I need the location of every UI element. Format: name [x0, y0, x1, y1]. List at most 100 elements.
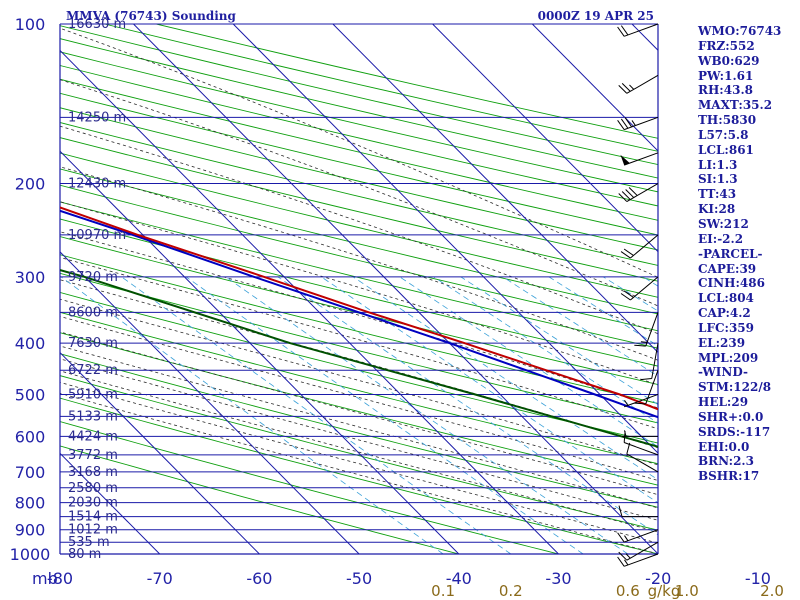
height-label: 7630 m: [68, 336, 118, 351]
isotherm: [432, 24, 658, 253]
temperature-tick-label: -60: [246, 569, 272, 588]
isotherm: [332, 24, 658, 354]
index-row: RH:43.8: [698, 83, 753, 98]
height-label: 1514 m: [68, 510, 118, 525]
mixing-ratio-line: [277, 276, 658, 536]
sounding-time: 0000Z 19 APR 25: [538, 9, 654, 23]
parcel-line: [60, 209, 658, 419]
wind-barb-staff: [624, 23, 659, 37]
profiles-layer: [60, 206, 658, 448]
index-row: EL:239: [698, 335, 746, 350]
isotherm: [60, 251, 360, 554]
temperature-tick-label: -40: [446, 569, 472, 588]
index-row: BRN:2.3: [698, 454, 754, 469]
mixing-ratio-label: 0.2: [499, 582, 523, 600]
index-row: EI:-2.2: [698, 231, 744, 246]
wind-barb-half: [629, 84, 635, 90]
index-row: SHR+:0.0: [698, 409, 764, 424]
wind-barb-half: [624, 399, 629, 406]
wind-barb-staff: [645, 370, 659, 405]
mixing-ratio-label: 0.6: [616, 582, 640, 600]
index-row: SRDS:-117: [698, 424, 771, 439]
frame-layer: [59, 23, 659, 555]
index-row: EHI:0.0: [698, 439, 750, 454]
index-row: TT:43: [698, 187, 737, 202]
index-row: MAXT:35.2: [698, 98, 773, 113]
index-row: STM:122/8: [698, 380, 772, 395]
index-row: SI:1.3: [698, 172, 738, 187]
station-title: MMVA (76743) Sounding: [66, 9, 237, 23]
wind-barb: [618, 541, 659, 561]
wind-barb: [618, 183, 659, 202]
index-row: MPL:209: [698, 350, 759, 365]
index-row: -WIND-: [698, 365, 748, 380]
wind-barb-full: [620, 293, 631, 301]
pressure-tick-label: 700: [15, 463, 46, 482]
wind-barb: [618, 505, 658, 518]
temperature-tick-label: -20: [645, 569, 671, 588]
mixing-ratio-label: g/kg: [648, 582, 681, 600]
wind-barb-staff: [626, 74, 659, 94]
pressure-tick-label: 200: [15, 175, 46, 194]
wind-barb-staff: [630, 276, 659, 301]
wind-barb-full: [618, 551, 628, 561]
pressure-tick-label: 100: [15, 15, 46, 34]
index-row: CAP:4.2: [698, 306, 751, 321]
wind-barb: [622, 430, 658, 437]
index-row: CAPE:39: [698, 261, 757, 276]
wind-barb: [640, 343, 659, 381]
wind-barb-half: [640, 341, 648, 343]
wind-barb: [617, 116, 659, 131]
wind-barb-full: [620, 251, 631, 259]
wind-barb-staff: [624, 553, 659, 567]
wind-barb: [617, 23, 659, 37]
wind-barb: [634, 370, 659, 405]
wind-barb-half: [624, 430, 627, 437]
wind-barb-full: [620, 118, 629, 129]
wind-barb-full: [620, 25, 629, 36]
height-label: 12430 m: [68, 177, 126, 192]
wind-barb-full: [628, 187, 638, 196]
index-row: LCL:861: [698, 142, 754, 157]
height-label: 80 m: [68, 547, 101, 562]
wind-barb-full: [624, 117, 633, 128]
dewpoint-line: [60, 269, 658, 448]
pressure-tick-label: 600: [15, 427, 46, 446]
wind-barb-staff: [624, 116, 659, 131]
wind-barb-staff: [626, 183, 659, 202]
wind-barb-staff: [624, 442, 659, 456]
height-label: 9720 m: [68, 270, 118, 285]
wind-barb-half: [624, 535, 629, 541]
moist-adiabat: [60, 358, 658, 521]
wind-barb-full: [634, 344, 646, 347]
height-label: 2580 m: [68, 481, 118, 496]
height-label: 10970 m: [68, 228, 126, 243]
height-label: 3772 m: [68, 448, 118, 463]
height-label: 2030 m: [68, 496, 118, 511]
temperature-line: [60, 206, 658, 411]
index-row: WB0:629: [698, 53, 760, 68]
index-row: CINH:486: [698, 276, 765, 291]
mixing-ratio-line: [399, 276, 658, 448]
wind-barb-staff: [651, 343, 659, 379]
moist-adiabat: [60, 392, 658, 554]
temperature-tick-label: -80: [47, 569, 73, 588]
height-label: 535 m: [68, 535, 110, 550]
index-row: -PARCEL-: [698, 246, 763, 261]
isotherm: [60, 49, 559, 554]
moist-adiabat: [60, 316, 658, 481]
height-label: 3168 m: [68, 465, 118, 480]
index-row: TH:5830: [698, 113, 757, 128]
moist-adiabat: [60, 370, 658, 533]
wind-barb: [620, 276, 659, 301]
wind-barb-staff: [624, 529, 659, 543]
height-label: 1012 m: [68, 523, 118, 538]
index-row: HEL:29: [698, 395, 749, 410]
wind-barb: [620, 152, 659, 166]
wind-barb: [618, 74, 659, 94]
wind-barb-full: [617, 532, 625, 543]
index-row: LCL:804: [698, 291, 754, 306]
pressure-tick-label: 400: [15, 334, 46, 353]
wind-barb-full: [625, 189, 635, 198]
